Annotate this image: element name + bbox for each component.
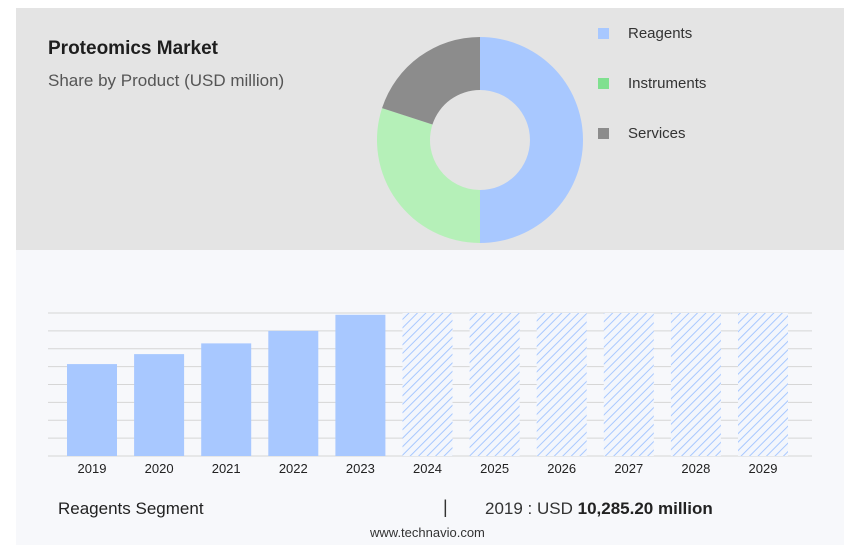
x-tick-label-2021: 2021 — [211, 461, 241, 476]
x-tick-label-2024: 2024 — [413, 461, 442, 476]
x-tick-label-2025: 2025 — [480, 461, 510, 476]
x-tick-label-2019: 2019 — [77, 461, 107, 476]
x-tick-label-2027: 2027 — [614, 461, 644, 476]
x-tick-label-2028: 2028 — [681, 461, 711, 476]
legend-swatch-services — [598, 127, 609, 139]
chart-subtitle: Share by Product (USD million) — [48, 71, 285, 90]
x-tick-label-2026: 2026 — [547, 461, 577, 476]
x-tick-label-2023: 2023 — [345, 461, 375, 476]
forecast-bar-2029 — [738, 313, 788, 456]
legend-swatch-reagents — [598, 27, 609, 39]
legend-item-services: Services — [598, 122, 686, 144]
segment-stat-value: 10,285.20 million — [577, 499, 713, 518]
forecast-bar-2025 — [469, 313, 520, 456]
donut-slice-services — [382, 37, 480, 125]
bar-2019 — [67, 364, 117, 456]
forecast-bar-2024 — [402, 313, 453, 456]
legend-label-services: Services — [628, 124, 686, 142]
x-tick-label-2029: 2029 — [748, 461, 778, 476]
forecast-bar-2026 — [536, 313, 587, 456]
donut-slice-reagents — [480, 37, 583, 243]
donut-chart — [377, 37, 583, 243]
legend-swatch-instruments — [598, 77, 609, 89]
bar-2020 — [134, 354, 185, 456]
segment-stat: 2019 : USD 10,285.20 million — [485, 499, 713, 519]
footer-separator: | — [443, 497, 448, 517]
source-link[interactable]: www.technavio.com — [370, 525, 485, 540]
donut-slice-instruments — [377, 108, 480, 243]
legend-item-instruments: Instruments — [598, 72, 706, 94]
legend-label-instruments: Instruments — [628, 74, 707, 92]
legend-item-reagents: Reagents — [598, 22, 692, 44]
chart-title: Proteomics Market — [48, 38, 219, 59]
bar-2021 — [201, 343, 252, 456]
x-tick-label-2020: 2020 — [144, 461, 174, 476]
segment-stat-prefix: 2019 : USD — [485, 499, 573, 518]
legend-label-reagents: Reagents — [628, 24, 693, 42]
forecast-bar-2027 — [603, 313, 654, 456]
segment-label: Reagents Segment — [58, 499, 204, 518]
x-tick-label-2022: 2022 — [278, 461, 308, 476]
forecast-bar-2028 — [670, 313, 721, 456]
bar-2023 — [335, 314, 386, 456]
bar-2022 — [268, 330, 319, 456]
